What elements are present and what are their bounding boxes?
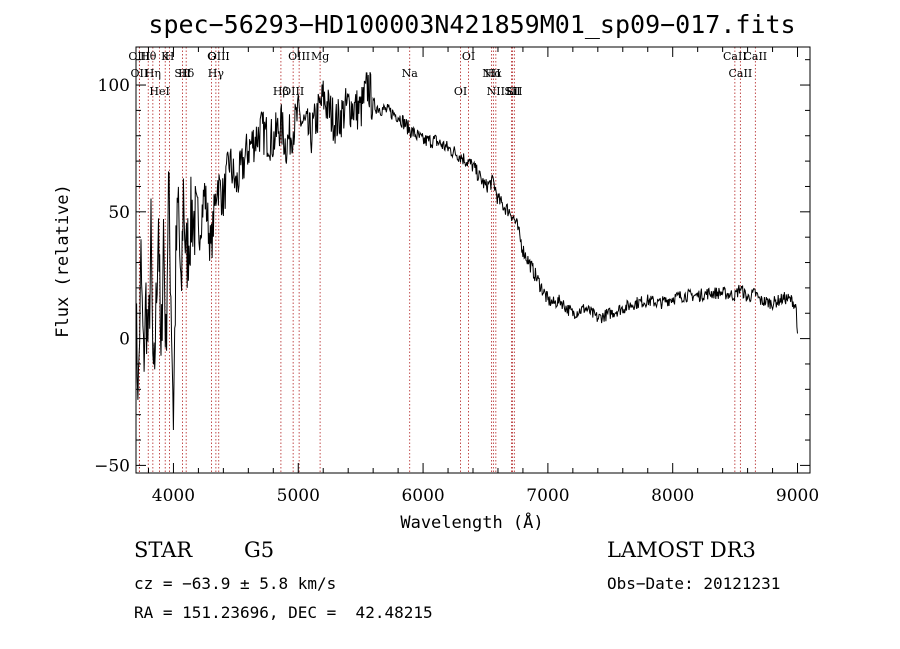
line-label: Hγ	[208, 67, 225, 80]
line-label: OI	[454, 85, 467, 98]
line-label: SII	[174, 67, 190, 80]
plot-frame	[135, 46, 811, 474]
line-label: K	[161, 50, 170, 63]
line-label: SII	[506, 85, 522, 98]
x-axis-ticks: 4000 5000 6000 7000 8000 9000	[147, 47, 819, 506]
line-label: CaII	[723, 50, 747, 63]
ra-dec-coordinates: RA = 151.23696, DEC = 42.48215	[134, 603, 433, 622]
line-label: OII	[131, 67, 149, 80]
line-label: H	[165, 50, 175, 63]
x-axis-label: Wavelength (Å)	[400, 511, 543, 533]
line-label: Hβ	[273, 85, 289, 98]
line-label: NII	[487, 85, 505, 98]
chart-title: spec−56293−HD100003N421859M01_sp09−017.f…	[148, 10, 795, 39]
object-subclass: G5	[244, 538, 275, 562]
y-axis-ticks: −50 0 50 100	[94, 59, 810, 476]
line-markers	[138, 47, 756, 473]
x-tick-label: 9000	[776, 486, 819, 506]
line-label: OI	[462, 50, 475, 63]
y-tick-label: 50	[108, 203, 130, 223]
x-tick-label: 7000	[526, 486, 569, 506]
line-label: Mg	[311, 50, 329, 63]
x-tick-label: 4000	[152, 486, 195, 506]
x-tick-label: 6000	[401, 486, 444, 506]
x-tick-label: 5000	[277, 486, 320, 506]
x-tick-label: 8000	[651, 486, 694, 506]
line-label: G	[207, 50, 216, 63]
survey-name: LAMOST DR3	[607, 538, 756, 562]
line-label: SII	[504, 85, 520, 98]
line-label: OIII	[208, 50, 230, 63]
line-label: Hδ	[178, 67, 195, 80]
line-label: Hα	[485, 67, 503, 80]
line-label: Na	[402, 67, 419, 80]
y-tick-label: 0	[119, 330, 130, 350]
line-label: HeI	[149, 85, 169, 98]
redshift-velocity: cz = −63.9 ± 5.8 km/s	[134, 574, 337, 593]
line-label: Li	[506, 85, 517, 98]
line-label: NII	[482, 67, 500, 80]
y-tick-label: −50	[94, 456, 130, 476]
line-label: OIII	[128, 50, 150, 63]
line-label: CaII	[743, 50, 767, 63]
observation-date: Obs−Date: 20121231	[607, 574, 781, 593]
line-label: CaII	[729, 67, 753, 80]
line-label: OIII	[288, 50, 310, 63]
line-label: Hη	[145, 67, 161, 80]
object-class: STAR	[134, 538, 193, 562]
y-axis-label: Flux (relative)	[53, 184, 73, 338]
line-label: Hθ	[140, 50, 157, 63]
spectrum-line	[135, 72, 798, 431]
y-tick-label: 100	[98, 76, 130, 96]
